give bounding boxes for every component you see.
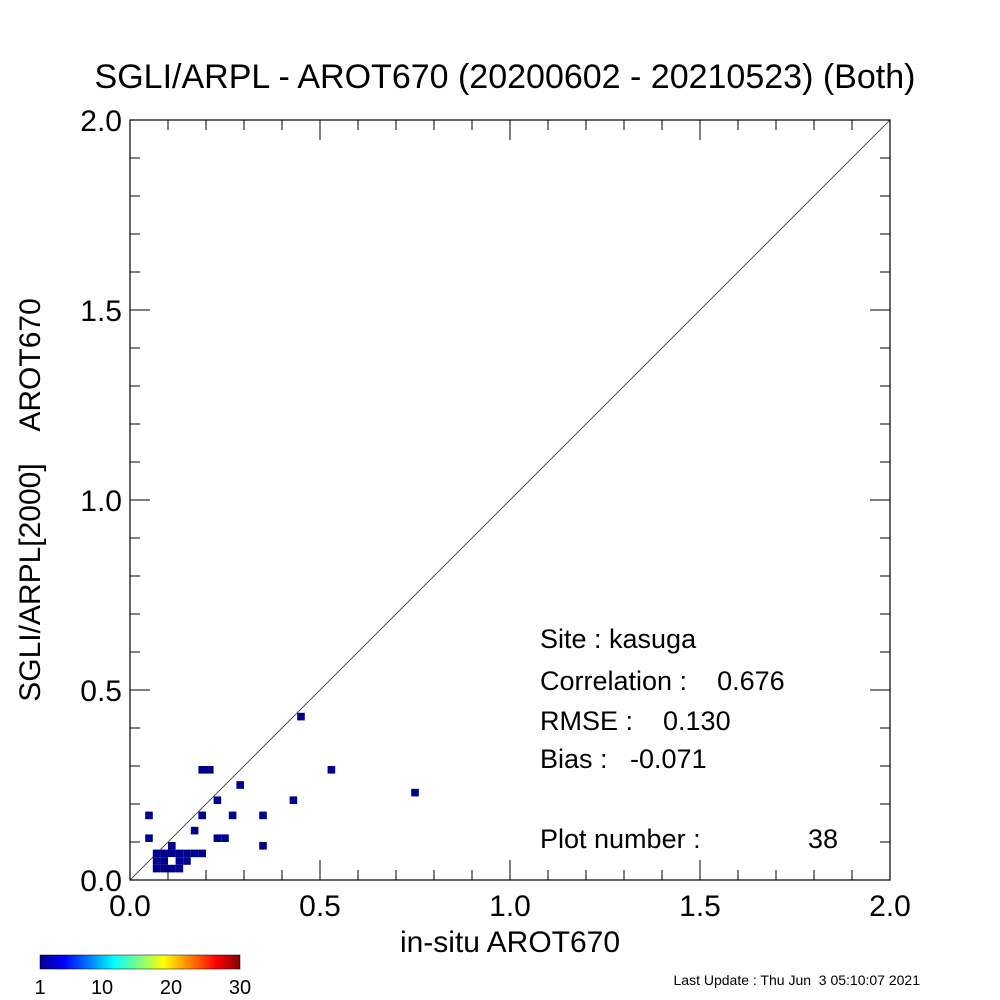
data-point-5 bbox=[160, 849, 168, 858]
stats-correlation: Correlation : 0.676 bbox=[540, 666, 785, 696]
x-tick-label: 0.5 bbox=[299, 890, 341, 923]
last-update-text: Last Update : Thu Jun 3 05:10:07 2021 bbox=[674, 972, 921, 988]
data-point-9 bbox=[168, 849, 176, 858]
colorbar-tick-label: 10 bbox=[91, 977, 113, 999]
data-point-23 bbox=[213, 796, 222, 804]
x-tick-label: 0.0 bbox=[109, 890, 151, 923]
data-point-12 bbox=[175, 849, 184, 858]
data-point-7 bbox=[160, 864, 168, 873]
data-point-25 bbox=[221, 834, 229, 842]
data-point-11 bbox=[168, 864, 176, 873]
data-points bbox=[145, 712, 419, 873]
x-tick-label: 1.0 bbox=[489, 890, 531, 923]
stats-plot-number-label: Plot number : bbox=[540, 824, 701, 854]
data-point-28 bbox=[259, 811, 267, 820]
y-tick-label: 0.0 bbox=[80, 865, 122, 898]
colorbar-tick-label: 20 bbox=[160, 977, 182, 999]
data-point-4 bbox=[152, 864, 161, 873]
data-point-10 bbox=[168, 857, 176, 865]
data-point-33 bbox=[411, 788, 419, 797]
data-point-31 bbox=[297, 712, 305, 721]
y-tick-label: 2.0 bbox=[80, 105, 122, 138]
data-point-20 bbox=[198, 811, 206, 820]
data-point-6 bbox=[160, 857, 168, 865]
colorbar-tick-label: 1 bbox=[34, 977, 45, 999]
colorbar-tick-label: 30 bbox=[229, 977, 251, 999]
y-axis-ticks: 0.0 0.5 1.0 1.5 2.0 bbox=[80, 105, 890, 898]
stats-site: Site : kasuga bbox=[540, 624, 697, 654]
colorbar: 1 10 20 30 bbox=[34, 954, 251, 999]
data-point-32 bbox=[327, 766, 336, 774]
data-point-17 bbox=[190, 826, 199, 835]
stats-bias: Bias : -0.071 bbox=[540, 744, 707, 774]
data-point-1 bbox=[145, 834, 153, 842]
data-point-30 bbox=[289, 796, 298, 804]
y-axis-label: SGLI/ARPL[2000] AROT670 bbox=[14, 298, 47, 702]
one-to-one-line bbox=[129, 119, 891, 881]
data-point-13 bbox=[175, 857, 184, 865]
data-point-3 bbox=[152, 857, 161, 865]
data-point-16 bbox=[183, 857, 191, 865]
stats-plot-number-value: 38 bbox=[808, 824, 838, 854]
x-tick-label: 2.0 bbox=[869, 890, 911, 923]
data-point-27 bbox=[236, 781, 244, 789]
data-point-19 bbox=[198, 766, 206, 774]
data-point-0 bbox=[145, 811, 153, 820]
x-axis-ticks: 0.0 0.5 1.0 1.5 2.0 bbox=[109, 120, 911, 923]
y-tick-label: 1.5 bbox=[80, 295, 122, 328]
colorbar-tick-labels: 1 10 20 30 bbox=[34, 977, 251, 999]
data-point-26 bbox=[228, 811, 237, 820]
data-point-15 bbox=[183, 849, 191, 858]
colorbar-gradient bbox=[39, 954, 241, 970]
data-point-18 bbox=[190, 849, 199, 858]
data-point-14 bbox=[175, 864, 184, 873]
y-tick-label: 0.5 bbox=[80, 675, 122, 708]
stats-rmse: RMSE : 0.130 bbox=[540, 706, 731, 736]
plot-area: 0.0 0.5 1.0 1.5 2.0 0.0 0.5 1.0 1.5 2.0 bbox=[80, 105, 911, 923]
data-point-24 bbox=[213, 834, 222, 842]
x-tick-label: 1.5 bbox=[679, 890, 721, 923]
data-point-22 bbox=[206, 766, 214, 774]
x-axis-label: in-situ AROT670 bbox=[400, 926, 620, 959]
data-point-29 bbox=[259, 842, 267, 850]
data-point-2 bbox=[152, 849, 161, 858]
data-point-21 bbox=[198, 849, 206, 858]
y-tick-label: 1.0 bbox=[80, 485, 122, 518]
chart-title: SGLI/ARPL - AROT670 (20200602 - 20210523… bbox=[95, 58, 916, 96]
data-point-8 bbox=[168, 842, 176, 850]
stats-box: Site : kasuga Correlation : 0.676 RMSE :… bbox=[540, 624, 838, 854]
